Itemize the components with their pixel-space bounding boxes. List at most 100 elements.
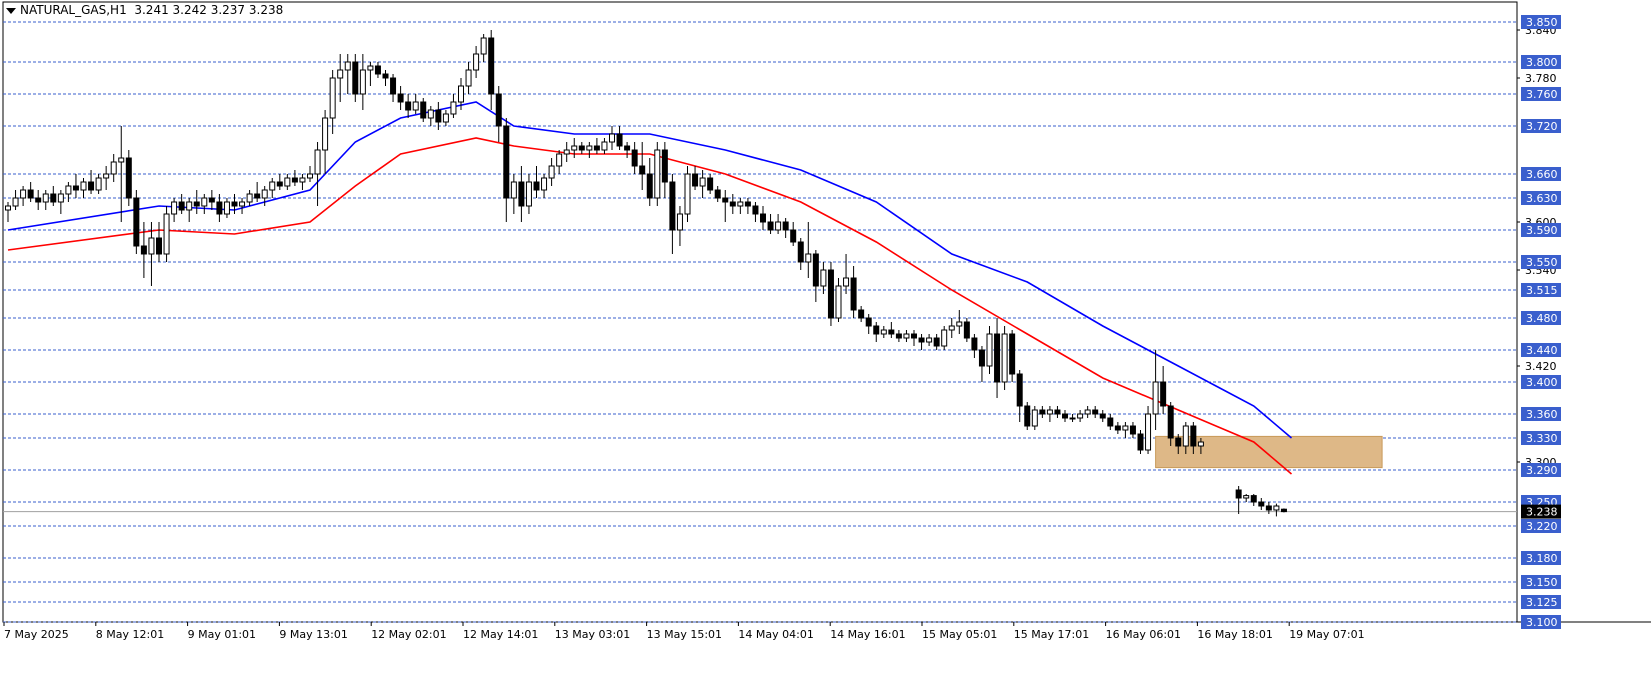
candle-body xyxy=(714,189,721,199)
candle-body xyxy=(1258,501,1265,507)
level-label: 3.630 xyxy=(1526,192,1558,205)
candle-body xyxy=(57,193,64,203)
time-label: 8 May 12:01 xyxy=(96,628,164,641)
level-label: 3.220 xyxy=(1526,520,1558,533)
candle-body xyxy=(707,177,714,191)
candle-body xyxy=(1099,413,1106,419)
candle-body xyxy=(1054,409,1061,415)
level-label: 3.400 xyxy=(1526,376,1558,389)
candle-body xyxy=(880,329,887,335)
candle-body xyxy=(684,173,691,215)
candle-body xyxy=(850,277,857,311)
level-label-box xyxy=(1521,255,1561,269)
candle-body xyxy=(503,125,510,199)
candle-body xyxy=(1077,413,1084,419)
candle-body xyxy=(359,69,366,95)
level-label: 3.720 xyxy=(1526,120,1558,133)
time-label: 15 May 17:01 xyxy=(1014,628,1089,641)
current-price-label: 3.238 xyxy=(1526,506,1558,519)
level-label: 3.100 xyxy=(1526,616,1558,629)
symbol-title: NATURAL_GAS,H1 3.241 3.242 3.237 3.238 xyxy=(6,3,283,17)
candle-body xyxy=(163,213,170,255)
level-label: 3.590 xyxy=(1526,224,1558,237)
candle-body xyxy=(1016,373,1023,407)
level-label: 3.360 xyxy=(1526,408,1558,421)
candle-body xyxy=(1129,425,1136,435)
candle-body xyxy=(1175,437,1182,447)
candle-body xyxy=(284,177,291,187)
candle-body xyxy=(518,181,525,207)
ma-fast-line xyxy=(7,101,1293,439)
candle-body xyxy=(208,197,215,203)
candle-body xyxy=(291,177,298,183)
candle-body xyxy=(971,337,978,351)
candle-body xyxy=(1167,405,1174,439)
candle-body xyxy=(1265,505,1272,511)
candle-body xyxy=(27,189,34,199)
candle-body xyxy=(231,201,238,207)
candle-body xyxy=(178,201,185,211)
candle-body xyxy=(888,329,895,335)
candle-body xyxy=(1280,508,1287,513)
candle-body xyxy=(1190,425,1197,447)
level-label-box xyxy=(1521,223,1561,237)
candle-body xyxy=(5,205,11,211)
candle-body xyxy=(760,213,766,223)
level-label: 3.330 xyxy=(1526,432,1558,445)
candle-body xyxy=(329,77,336,119)
candle-body xyxy=(307,173,313,179)
candle-body xyxy=(442,113,449,123)
candle-body xyxy=(1197,441,1204,447)
candle-body xyxy=(578,145,585,151)
dropdown-arrow-icon[interactable] xyxy=(6,7,16,14)
level-label: 3.850 xyxy=(1526,16,1558,29)
candle-body xyxy=(156,237,162,255)
level-label-box xyxy=(1521,311,1561,325)
level-label-box xyxy=(1521,55,1561,69)
candle-body xyxy=(699,177,706,187)
level-label: 3.150 xyxy=(1526,576,1558,589)
level-label-box xyxy=(1521,283,1561,297)
candle-body xyxy=(926,337,933,343)
candle-body xyxy=(820,269,827,287)
level-label-box xyxy=(1521,463,1561,477)
candle-body xyxy=(148,237,155,255)
candle-body xyxy=(571,145,578,151)
candle-body xyxy=(525,181,532,207)
candle-body xyxy=(563,149,570,155)
candle-body xyxy=(95,177,102,191)
candle-body xyxy=(609,133,615,143)
candle-body xyxy=(314,149,321,175)
candle-body xyxy=(193,201,200,207)
candle-body xyxy=(20,189,27,199)
candle-body xyxy=(1182,425,1189,447)
level-label: 3.550 xyxy=(1526,256,1558,269)
candle-body xyxy=(72,185,79,191)
candle-body xyxy=(790,229,797,243)
candle-body xyxy=(843,277,850,287)
candle-body xyxy=(367,65,374,71)
candle-body xyxy=(1273,505,1280,511)
candle-body xyxy=(895,333,902,339)
candle-body xyxy=(986,333,993,367)
candle-body xyxy=(1107,417,1114,427)
time-label: 14 May 04:01 xyxy=(738,628,813,641)
candle-body xyxy=(510,181,517,199)
candle-body xyxy=(140,245,147,255)
candle-body xyxy=(903,333,910,339)
candle-body xyxy=(1114,425,1121,431)
level-label: 3.180 xyxy=(1526,552,1558,565)
candle-body xyxy=(1250,495,1257,503)
candle-body xyxy=(616,133,623,147)
candle-body xyxy=(941,329,948,347)
candle-body xyxy=(1046,409,1053,415)
candle-body xyxy=(556,153,563,167)
level-label: 3.125 xyxy=(1526,596,1558,609)
support-zone[interactable] xyxy=(1155,435,1383,469)
candle-body xyxy=(722,197,729,203)
time-label: 15 May 05:01 xyxy=(922,628,997,641)
candle-body xyxy=(1092,409,1099,415)
time-label: 9 May 01:01 xyxy=(188,628,256,641)
